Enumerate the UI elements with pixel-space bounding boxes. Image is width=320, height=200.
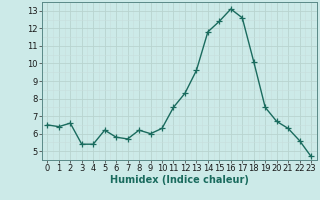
X-axis label: Humidex (Indice chaleur): Humidex (Indice chaleur)	[110, 175, 249, 185]
